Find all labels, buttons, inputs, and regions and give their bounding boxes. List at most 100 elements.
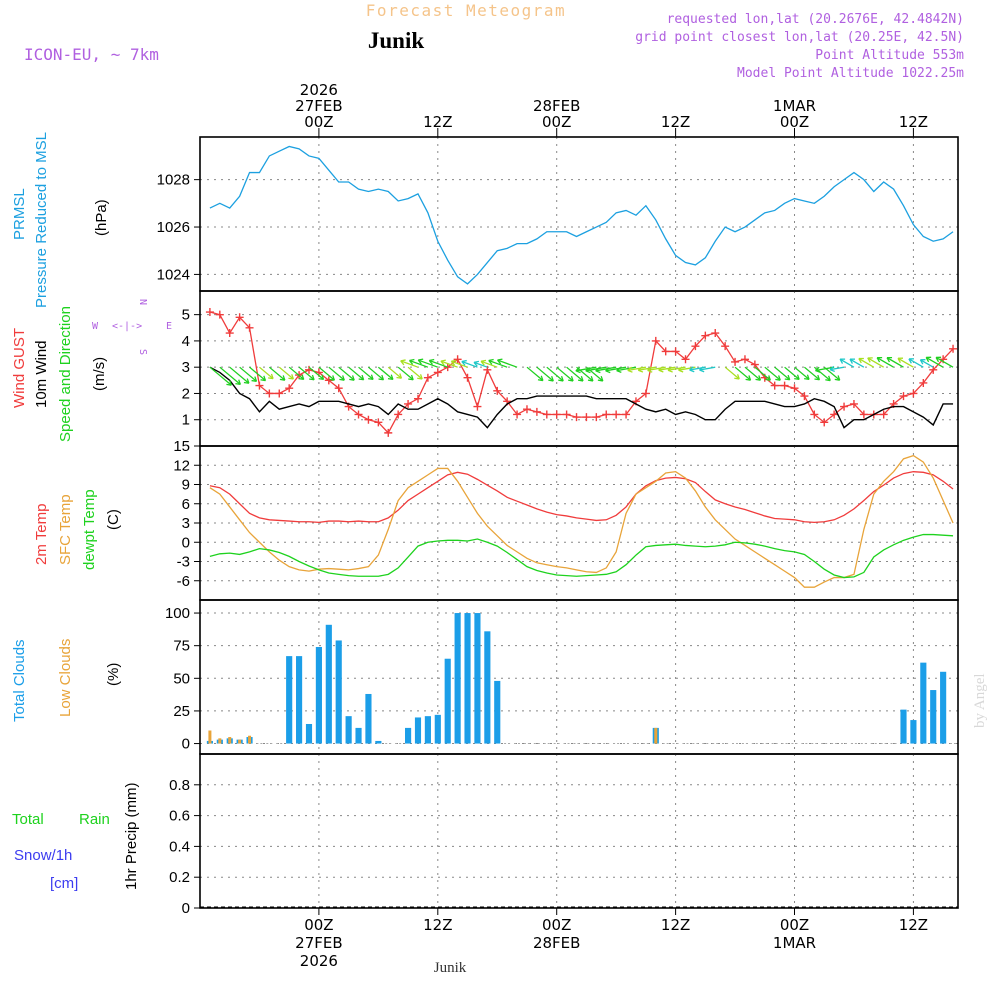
- footer-location: Junik: [434, 960, 467, 976]
- y-tick-label: 0.2: [169, 869, 190, 886]
- gridpoint-coords: grid point closest lon,lat (20.25E, 42.5…: [635, 30, 964, 45]
- total-cloud-bar: [414, 717, 422, 744]
- wind-arrowhead: [784, 374, 791, 381]
- gust-marker: [909, 389, 918, 398]
- wind-arrow: [288, 366, 305, 380]
- wind-arrowhead: [339, 375, 345, 381]
- low-cloud-bar: [238, 739, 242, 744]
- wind-arrowhead: [548, 376, 554, 382]
- gust-marker: [473, 402, 482, 411]
- low-cloud-bar: [208, 730, 212, 744]
- wind-arrowhead: [417, 358, 424, 365]
- wind-arrow: [616, 366, 637, 372]
- wind-arrow: [595, 366, 617, 372]
- wind-arrow: [387, 366, 402, 379]
- wind-arrowhead: [473, 360, 480, 367]
- wind-arrow: [418, 359, 439, 368]
- wind-arrowhead: [908, 358, 914, 364]
- gust-marker: [493, 386, 502, 395]
- gust-marker: [423, 373, 432, 382]
- gust-marker: [522, 405, 531, 414]
- y-tick-label: -3: [177, 554, 190, 571]
- low-clouds-label: Low Clouds: [57, 639, 74, 717]
- wind-arrowhead: [849, 358, 856, 364]
- ms-unit-label: (m/s): [91, 357, 108, 391]
- series-2m-temp: [209, 471, 954, 524]
- total-cloud-bar: [315, 646, 322, 744]
- y-tick-label: 12: [173, 457, 190, 474]
- wind-arrow: [699, 366, 716, 371]
- gust-marker: [384, 428, 393, 437]
- wind-arrow: [815, 366, 835, 372]
- t2m-label: 2m Temp: [33, 504, 50, 565]
- wind-arrow: [585, 366, 607, 372]
- wind-arrowhead: [408, 374, 414, 381]
- wind-arrowhead: [558, 376, 564, 382]
- bottom-time-label: 12Z: [423, 916, 452, 934]
- gust-marker: [275, 389, 284, 398]
- top-time-label: 1MAR: [773, 97, 816, 115]
- low-cloud-bar: [218, 738, 222, 744]
- wind-arrow: [667, 366, 686, 371]
- wind-arrowhead: [667, 366, 673, 373]
- wind-arrowhead: [408, 358, 415, 365]
- total-cloud-bar: [305, 723, 313, 744]
- wind-arrowhead: [577, 376, 584, 382]
- gust-marker: [651, 336, 660, 345]
- wind-10m-label: 10m Wind: [33, 340, 50, 408]
- panel-2: -6 -3 0 3 6 9 12 15: [173, 438, 959, 601]
- gust-marker: [215, 310, 224, 319]
- y-tick-label: 3: [182, 359, 190, 376]
- wind-arrow: [804, 366, 820, 381]
- y-tick-label: 0: [182, 534, 190, 551]
- y-tick-label: 9: [182, 477, 190, 494]
- wind-arrowhead: [235, 379, 241, 386]
- wind-arrow: [566, 366, 584, 382]
- gust-marker: [562, 410, 571, 419]
- bottom-time-label: 00Z: [780, 916, 809, 934]
- wind-arrowhead: [450, 359, 457, 366]
- wind-arrow: [409, 359, 429, 368]
- total-cloud-bar: [405, 727, 412, 744]
- total-cloud-bar: [940, 671, 947, 744]
- wind-arrow: [886, 357, 904, 368]
- y-tick-label: -6: [177, 573, 190, 590]
- low-cloud-bar: [228, 737, 232, 744]
- total-cloud-bar: [434, 714, 441, 744]
- bottom-time-label: 00Z: [542, 916, 571, 934]
- dewpt-label: dewpt Temp: [81, 489, 98, 570]
- wind-arrow: [897, 357, 914, 368]
- total-cloud-bar: [345, 716, 352, 744]
- wind-arrow: [849, 358, 865, 368]
- y-tick-label: 4: [182, 333, 190, 350]
- tsfc-label: SFC Temp: [57, 494, 74, 565]
- credit-watermark: by Angel: [972, 673, 988, 728]
- wind-arrowhead: [605, 367, 611, 374]
- y-tick-label: 6: [182, 496, 190, 513]
- y-tick-label: 25: [173, 703, 190, 720]
- wind-arrowhead: [627, 366, 633, 373]
- wind-arrow: [318, 366, 335, 381]
- wind-arrow: [908, 358, 924, 368]
- wind-arrowhead: [616, 366, 622, 373]
- gust-marker: [205, 308, 214, 317]
- wind-arrow: [575, 366, 597, 372]
- bottom-time-label: 2026: [300, 952, 338, 970]
- top-time-label: 12Z: [899, 113, 928, 131]
- gust-marker: [859, 410, 868, 419]
- wind-arrowhead: [368, 374, 374, 381]
- total-cloud-bar: [474, 613, 481, 744]
- gust-marker: [800, 392, 809, 401]
- wind-arrowhead: [318, 374, 325, 381]
- wind-arrowhead: [378, 374, 385, 381]
- gust-marker: [532, 407, 541, 416]
- total-cloud-bar: [355, 727, 362, 744]
- top-time-label: 28FEB: [533, 97, 580, 115]
- y-tick-label: 50: [173, 670, 190, 687]
- gust-marker: [572, 413, 581, 422]
- total-label: Total: [12, 811, 44, 828]
- hpa-unit-label: (hPa): [93, 199, 110, 236]
- total-cloud-bar: [444, 658, 451, 744]
- wind-arrowhead: [755, 375, 762, 381]
